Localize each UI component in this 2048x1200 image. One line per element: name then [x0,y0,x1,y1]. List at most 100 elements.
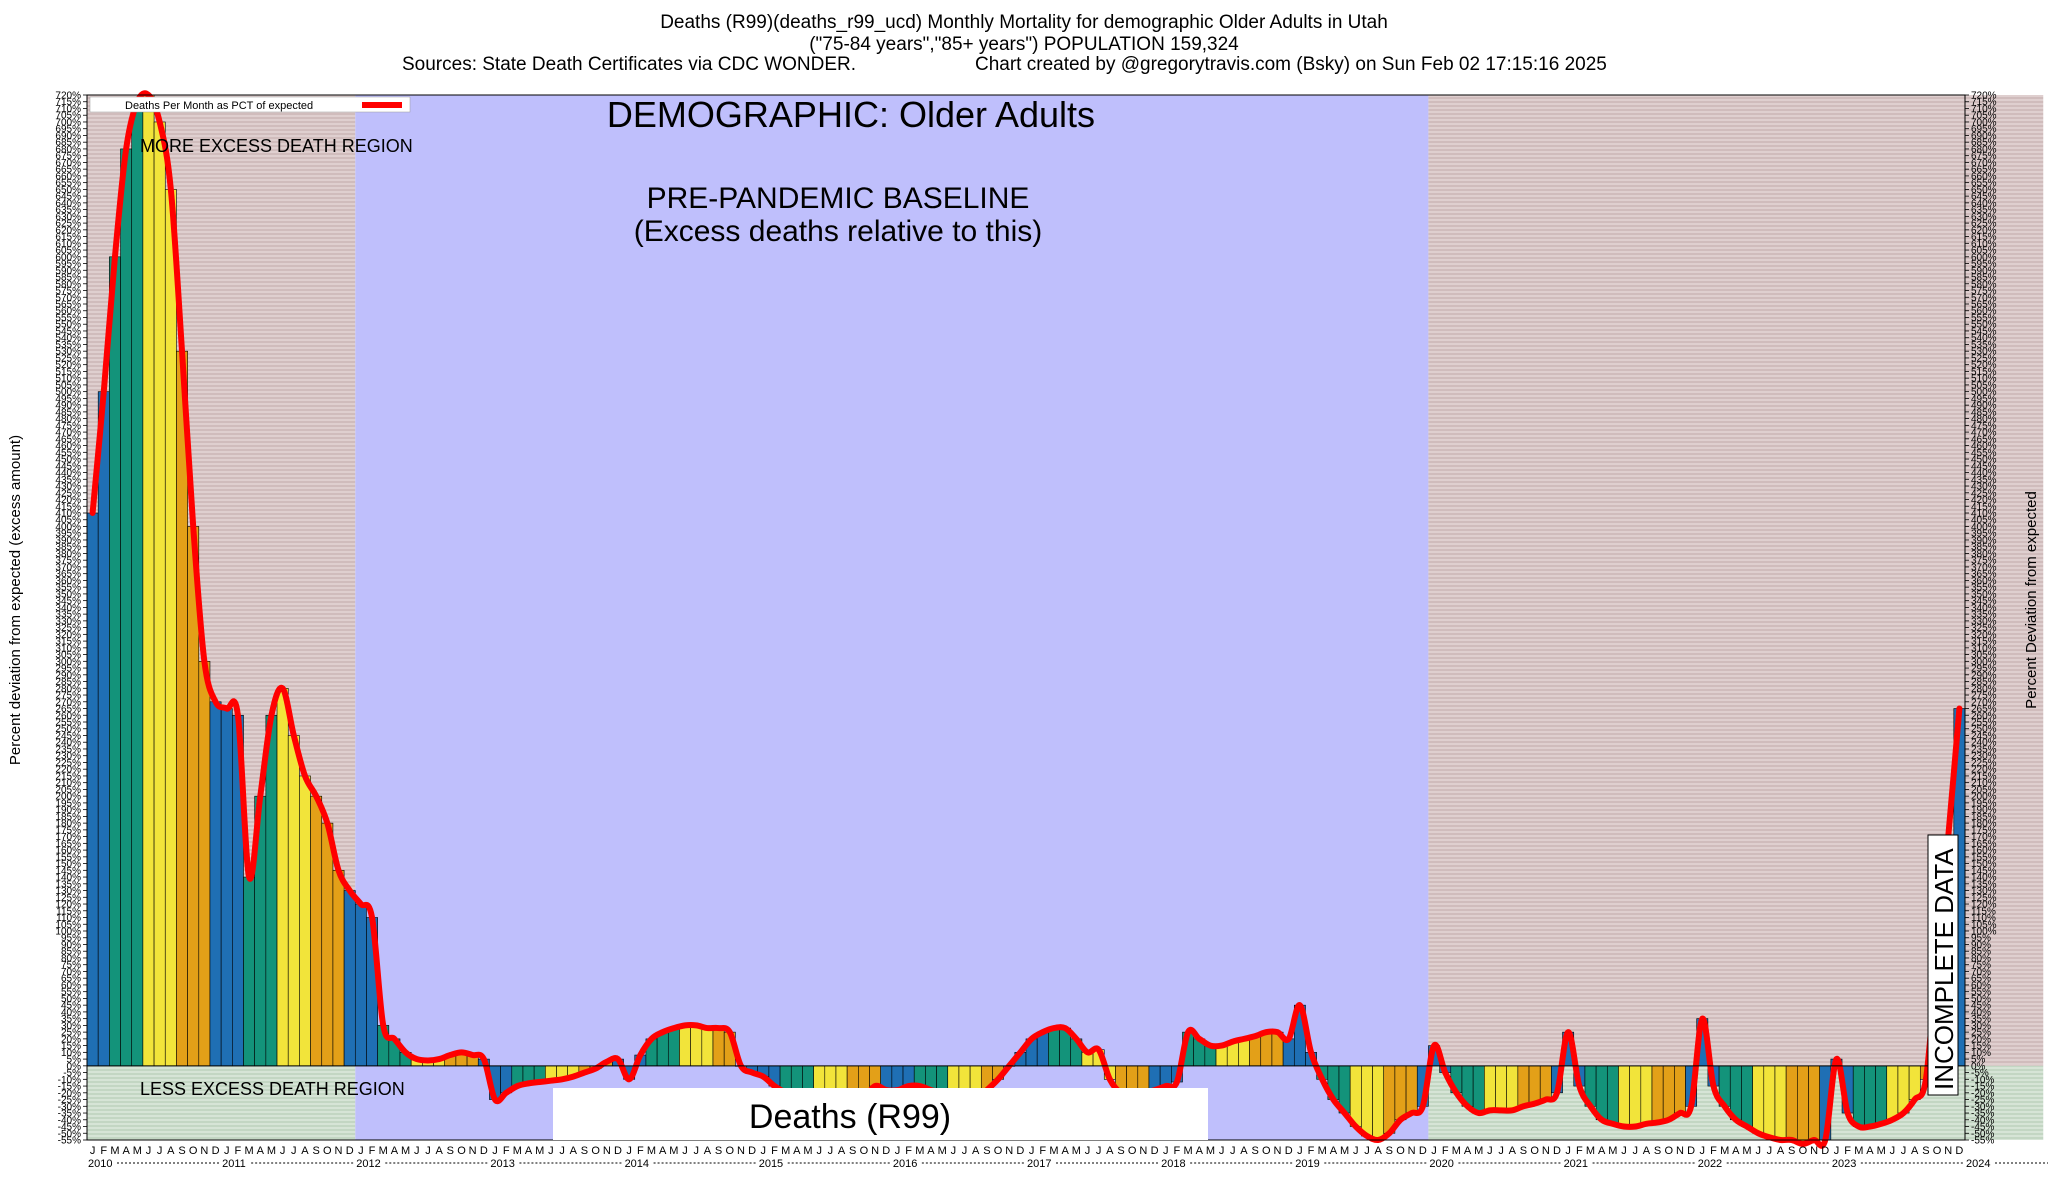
y-tick-label-left: 710% [55,104,81,115]
bar-2011-12 [343,890,356,1067]
y-tick-label-right: 115% [1971,906,1996,917]
y-tick-label-right: 40% [1971,1007,1991,1018]
y-tick-label-left: 360% [55,576,81,587]
y-tick-label-right: 490% [1971,401,1997,412]
y-tick-label-right: 135% [1971,879,1997,890]
y-tick-label-left: 365% [55,569,81,580]
x-tick-month: F [1039,1145,1046,1157]
y-tick-label-left: -25% [58,1095,81,1106]
y-tick-label-left: 315% [55,637,81,648]
y-tick-label-left: 325% [55,623,81,634]
y-tick-label-right: 625% [1971,219,1997,230]
x-tick-month: F [369,1145,376,1157]
y-tick-label-right: 410% [1971,509,1997,520]
y-tick-label-right: 90% [1971,940,1991,951]
y-tick-label-left: 185% [55,812,81,823]
y-tick-label-right: 295% [1971,664,1997,675]
bottom-label: Deaths (R99) [749,1098,951,1136]
y-tick-label-left: 570% [55,293,81,304]
x-tick-month: F [905,1145,912,1157]
y-tick-label-right: 520% [1971,360,1997,371]
y-tick-label-right: 695% [1971,124,1997,135]
y-tick-label-left: 55% [61,987,81,998]
x-tick-month: A [972,1145,980,1157]
x-tick-month: O [591,1145,600,1157]
bar-2023-6 [1886,1065,1899,1121]
y-tick-label-left: 105% [55,920,81,931]
y-tick-label-right: 580% [1971,279,1997,290]
x-tick-month: A [525,1145,533,1157]
x-tick-month: D [1687,1145,1695,1157]
x-tick-month: J [224,1145,230,1157]
chart-subtitle: ("75-84 years","85+ years") POPULATION 1… [809,34,1239,55]
y-tick-label-right: 205% [1971,785,1997,796]
x-tick-month: S [1788,1145,1795,1157]
more-excess-label: MORE EXCESS DEATH REGION [140,136,413,156]
y-tick-label-right: 525% [1971,353,1997,364]
y-tick-label-left: 345% [55,596,81,607]
bar-2018-8 [1238,1038,1250,1067]
y-tick-label-right: 530% [1971,347,1997,358]
baseline-label-line2: (Excess deaths relative to this) [634,215,1043,248]
bar-2019-9 [1383,1065,1396,1134]
y-tick-label-right: 50% [1971,994,1991,1005]
x-tick-month: F [1844,1145,1851,1157]
y-tick-label-right: -55% [1971,1136,1994,1147]
y-tick-label-right: 80% [1971,953,1991,964]
chart-header: Deaths (R99)(deaths_r99_ucd) Monthly Mor… [0,12,2048,56]
less-region-pre [87,1065,356,1140]
y-tick-label-right: -20% [1971,1088,1994,1099]
x-tick-month: J [1901,1145,1907,1157]
y-tick-label-left: 525% [55,353,81,364]
x-tick-month: O [1128,1145,1137,1157]
y-tick-label-left: 300% [55,657,81,668]
x-tick-year: 2019 [1295,1158,1319,1170]
y-tick-label-left: 425% [55,488,81,499]
x-tick-month: J [291,1145,297,1157]
y-tick-label-right: 255% [1971,718,1997,729]
x-tick-month: S [1654,1145,1661,1157]
bar-2021-8 [1640,1065,1653,1125]
credit-text: Chart created by @gregorytravis.com (Bsk… [975,54,1607,75]
bar-2011-3 [243,876,255,1067]
y-tick-label-left: 215% [55,771,81,782]
y-tick-label-right: 670% [1971,158,1997,169]
y-tick-label-left: 700% [55,117,81,128]
y-tick-label-right: 560% [1971,306,1997,317]
y-tick-label-right: 595% [1971,259,1997,270]
bar-2021-6 [1618,1065,1630,1127]
y-tick-label-left: 110% [56,913,81,924]
y-tick-label-left: 35% [61,1014,81,1025]
x-tick-month: J [157,1145,163,1157]
y-tick-label-right: 565% [1971,300,1997,311]
x-tick-month: J [1498,1145,1504,1157]
y-tick-label-right: 260% [1971,711,1997,722]
bar-2010-11 [198,661,211,1067]
x-tick-year: 2017 [1027,1158,1051,1170]
x-tick-month: S [581,1145,588,1157]
y-tick-label-right: 5% [1971,1055,1986,1066]
x-tick-month: F [1710,1145,1717,1157]
x-tick-month: J [1487,1145,1493,1157]
x-tick-month: J [414,1145,420,1157]
y-tick-label-left: -55% [58,1136,81,1147]
x-tick-month: S [447,1145,454,1157]
y-tick-label-right: 485% [1971,407,1997,418]
y-tick-label-right: 690% [1971,131,1997,142]
y-tick-label-left: 445% [55,461,81,472]
bar-2021-7 [1629,1065,1642,1127]
y-tick-label-right: 35% [1971,1014,1991,1025]
y-tick-label-left: 600% [55,252,81,263]
y-tick-label-right: 605% [1971,246,1997,257]
bar-2011-6 [276,687,289,1067]
bar-2019-8 [1372,1065,1385,1141]
x-tick-month: M [1340,1145,1349,1157]
y-tick-label-left: 340% [55,603,81,614]
annotations: DEMOGRAPHIC: Older Adults PRE-PANDEMIC B… [7,94,2040,1140]
x-tick-month: M [1854,1145,1863,1157]
y-tick-label-right: 30% [1971,1021,1991,1032]
x-tick-month: D [480,1145,488,1157]
x-tick-month: N [200,1145,208,1157]
y-tick-label-left: 595% [55,259,81,270]
y-tick-label-left: 620% [55,225,81,236]
